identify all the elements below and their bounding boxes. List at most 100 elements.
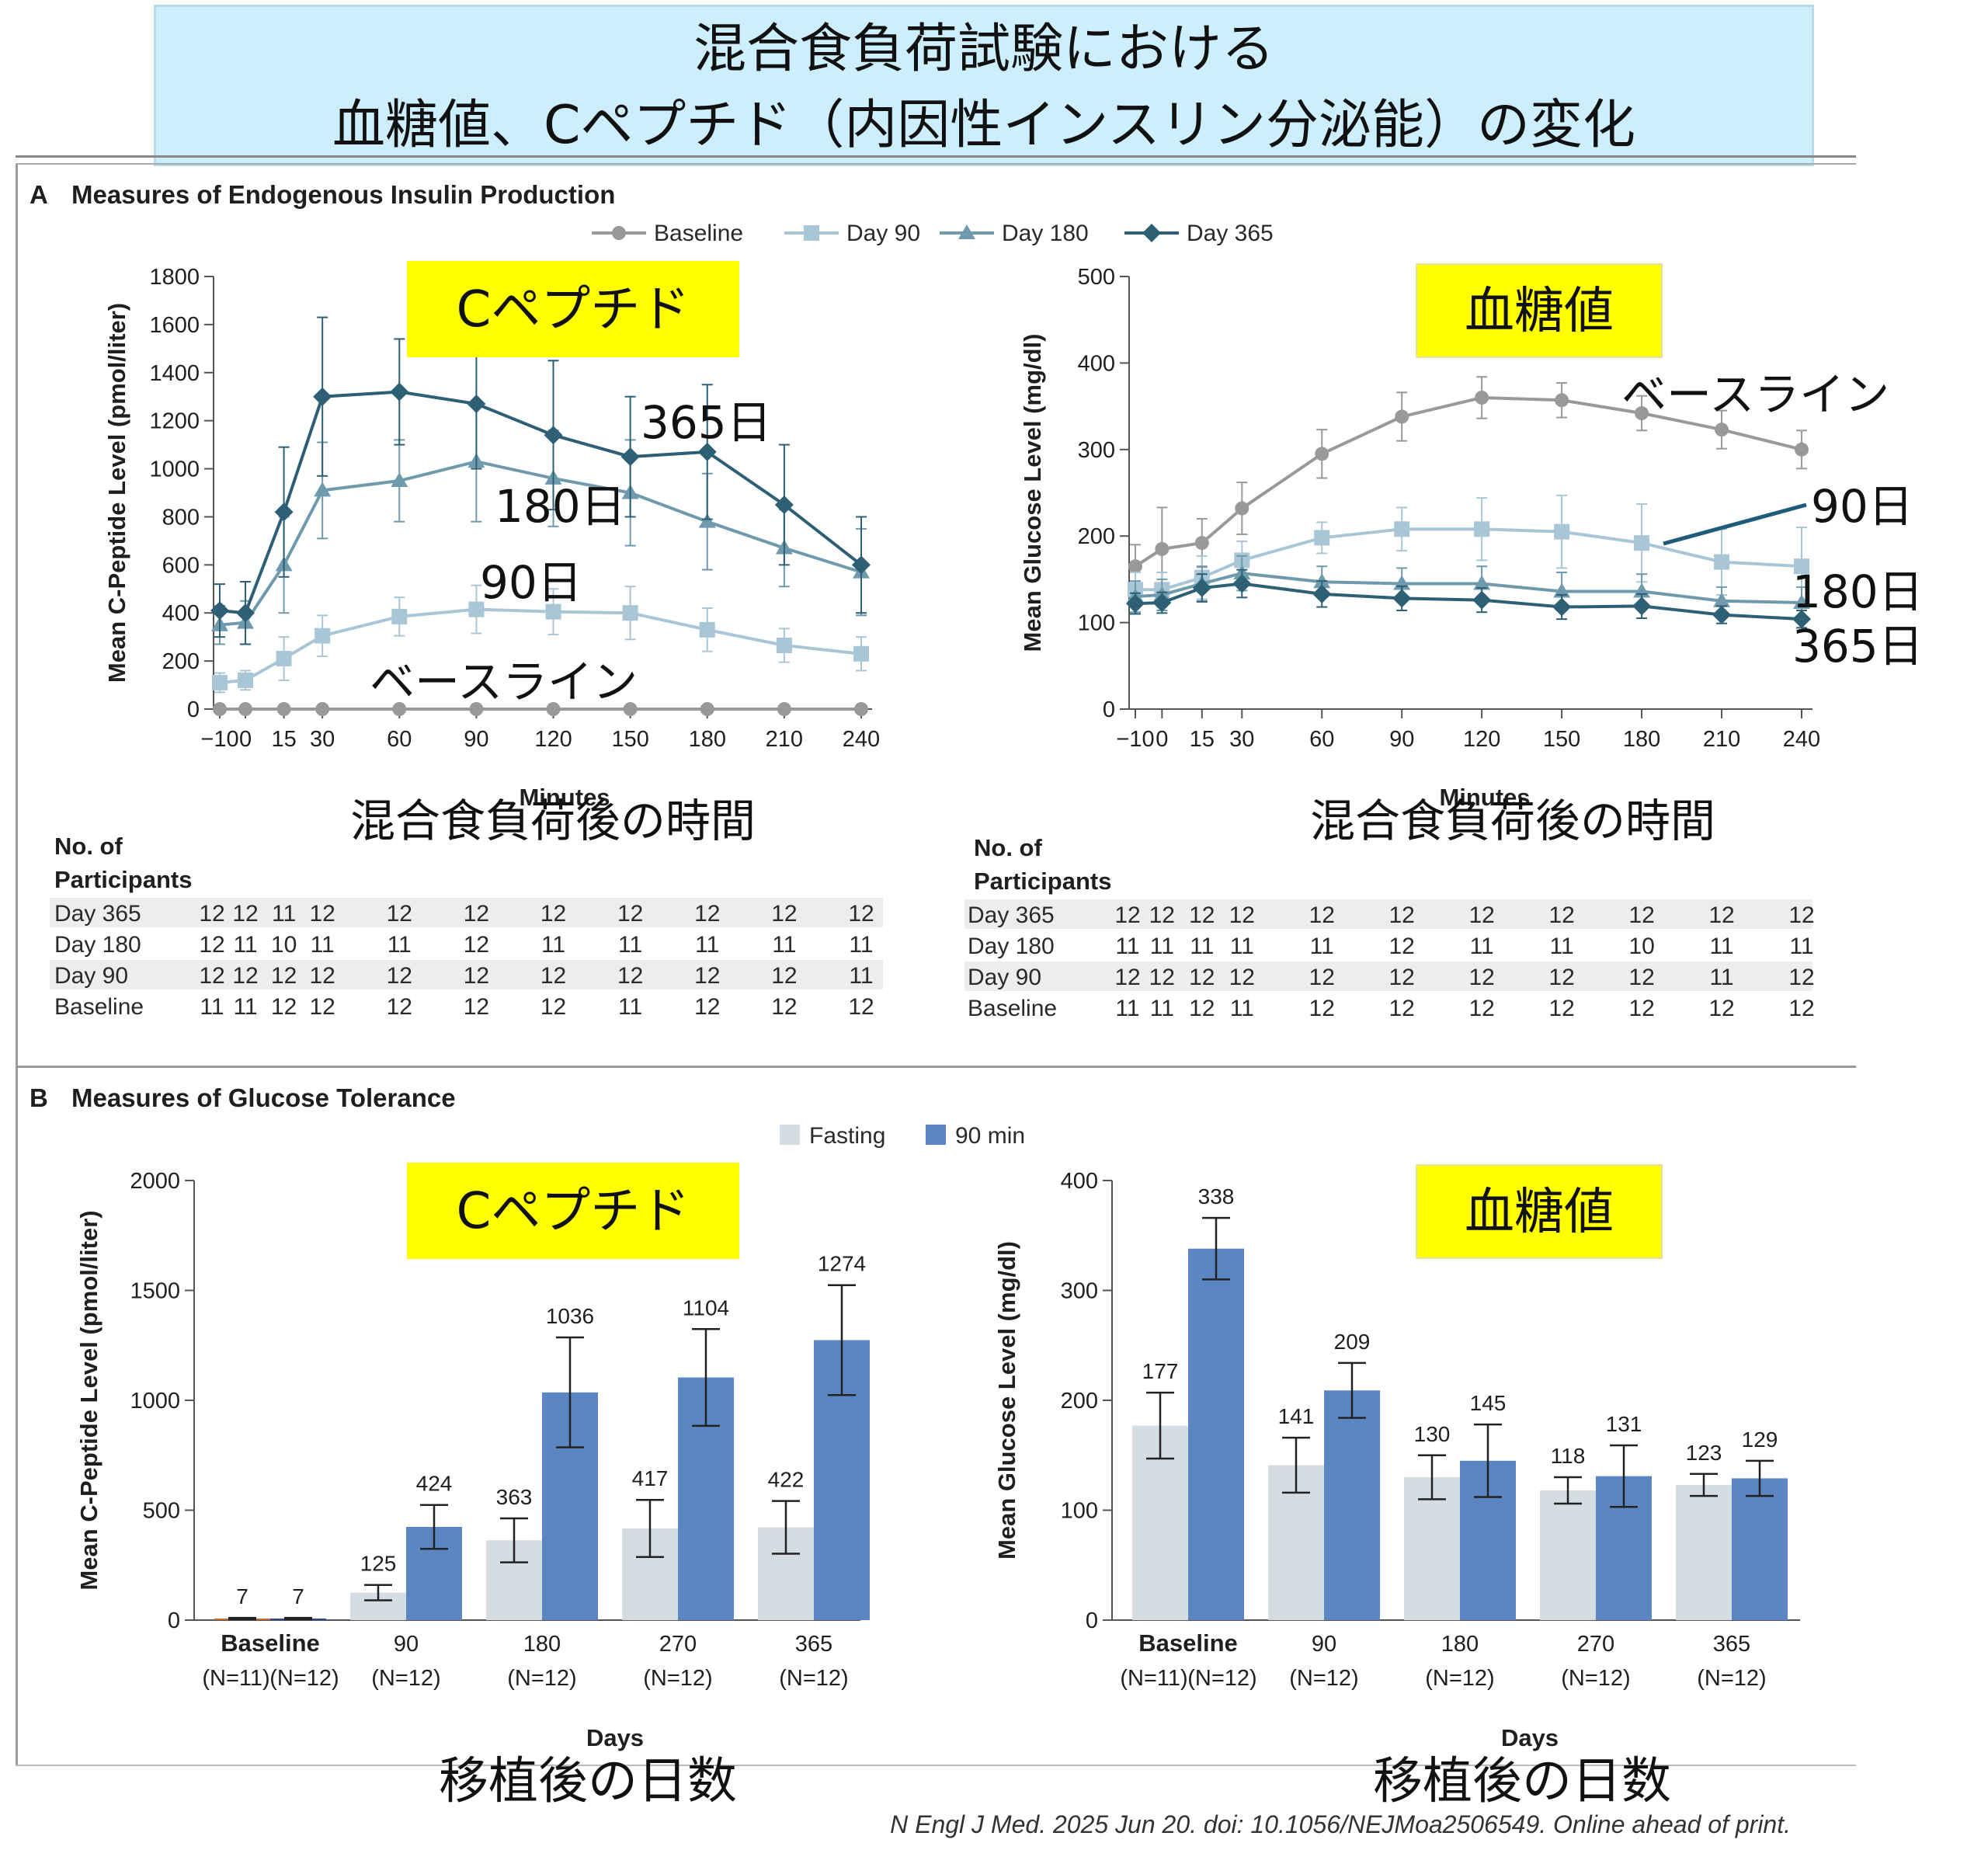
data-point	[467, 395, 486, 414]
data-point	[1473, 575, 1491, 590]
table-cell: 11	[1230, 996, 1254, 1021]
annot-a2-90: 90日	[1811, 480, 1913, 533]
chart-a1-xlabel: Minutes	[519, 784, 610, 811]
category-label: 90	[394, 1632, 419, 1657]
table-cell: 12	[1229, 902, 1255, 928]
table-cell: 12	[1189, 902, 1215, 928]
data-point	[276, 651, 292, 667]
table-a1-header-1: No. of	[54, 833, 123, 860]
banner-line-2: 血糖値、Cペプチド（内因性インスリン分泌能）の変化	[332, 95, 1636, 156]
gluc-line-ytick-label: 100	[1078, 611, 1115, 636]
annot-a1-180: 180日	[495, 480, 626, 533]
table-cell: 11	[1709, 934, 1733, 959]
table-cell: 12	[1468, 996, 1494, 1021]
table-row-bg	[964, 899, 1812, 929]
data-point	[276, 702, 291, 716]
table-cell: 12	[771, 901, 797, 927]
data-label: 118	[1551, 1444, 1586, 1468]
data-point	[699, 621, 715, 638]
data-point	[1128, 559, 1142, 574]
annot-a1-90: 90日	[480, 556, 582, 609]
table-a2-header-2: Participants	[974, 868, 1111, 895]
panel-a-letter: A	[30, 180, 48, 209]
legend-label: Day 90	[846, 221, 920, 246]
table-row-bg	[964, 962, 1812, 991]
data-point	[1555, 393, 1569, 408]
table-cell: 12	[309, 994, 335, 1020]
data-label: 1274	[818, 1252, 866, 1276]
data-point	[314, 482, 332, 497]
legend-label: Fasting	[809, 1123, 885, 1149]
cpep-line-xtick-label: 120	[534, 727, 572, 752]
glucose-line-chart: 0 100 200 300 400 500 −10 0 15 30 60 90 120 150 180 210…	[1019, 265, 1820, 752]
data-point	[1475, 390, 1489, 405]
table-row-label: Day 90	[54, 963, 128, 989]
data-point	[468, 601, 485, 617]
gluc-line-ytick-label: 500	[1078, 265, 1115, 290]
data-point	[1192, 579, 1211, 598]
cpep-bar-ylabel: Mean C-Peptide Level (pmol/liter)	[75, 1210, 103, 1590]
data-point	[1392, 589, 1412, 608]
gluc-line-xtick-label: 15	[1190, 727, 1215, 752]
table-cell: 12	[1548, 902, 1574, 928]
data-label: 177	[1142, 1359, 1179, 1383]
table-cell: 12	[694, 994, 720, 1020]
chart-a1-xlabel-jp: 混合食負荷後の時間	[350, 795, 756, 847]
data-point	[210, 601, 229, 621]
table-cell: 12	[848, 994, 874, 1020]
legend-swatch	[780, 1125, 800, 1145]
table-cell: 12	[387, 994, 412, 1020]
cpep-bar-ytick-label: 0	[168, 1608, 180, 1633]
category-n: (N=12)	[1697, 1666, 1766, 1691]
data-point	[238, 702, 253, 716]
cpep-line-xtick-label: 150	[611, 727, 648, 752]
table-cell: 12	[694, 963, 720, 989]
data-point	[1793, 593, 1810, 609]
table-cell: 12	[309, 901, 335, 927]
data-point	[315, 628, 331, 644]
participants-table-cpeptide: Day 365 12 12 11 12 12 12 12 12 12 12 12 Day 180 12 11…	[50, 898, 883, 1020]
data-point	[1794, 558, 1809, 575]
data-point	[238, 672, 254, 688]
table-cell: 12	[694, 901, 720, 927]
table-cell: 12	[1628, 902, 1654, 928]
callout-glucose-a: 血糖値	[1465, 283, 1614, 340]
callout-glucose-b: 血糖値	[1465, 1184, 1614, 1241]
data-point	[469, 702, 484, 716]
category-label: 270	[659, 1632, 697, 1657]
data-point	[1232, 574, 1252, 593]
cpep-line-ytick-label: 1800	[149, 265, 200, 290]
table-cell: 12	[1788, 996, 1814, 1021]
table-row-label: Day 180	[54, 932, 141, 958]
data-label: 129	[1742, 1427, 1778, 1452]
data-point	[1474, 521, 1490, 537]
table-row-label: Day 365	[968, 902, 1055, 928]
table-cell: 12	[1708, 902, 1734, 928]
data-point	[1552, 597, 1572, 617]
category-n: (N=12)	[643, 1666, 712, 1691]
gluc-line-xtick-label: −10	[1116, 727, 1154, 752]
cpep-line-xtick-label: 90	[464, 727, 488, 752]
table-cell: 11	[1310, 934, 1334, 959]
callout-glucose-b-box	[1416, 1164, 1663, 1259]
legend-marker	[1142, 224, 1161, 242]
data-label: 417	[632, 1466, 669, 1490]
chart-b2-xlabel: Days	[1501, 1724, 1559, 1751]
table-cell: 12	[464, 963, 489, 989]
data-point	[697, 442, 717, 461]
data-point	[313, 387, 332, 406]
callout-glucose-a-box	[1416, 263, 1663, 358]
table-cell: 12	[1114, 902, 1140, 928]
cpep-line-series-baseline	[213, 702, 868, 716]
table-cell: 12	[1229, 965, 1255, 990]
table-row-bg	[50, 898, 883, 927]
gluc-bar-ytick-label: 0	[1086, 1608, 1098, 1633]
table-cell: 11	[1550, 934, 1574, 959]
citation: N Engl J Med. 2025 Jun 20. doi: 10.1056/…	[890, 1810, 1791, 1838]
table-cell: 12	[540, 994, 566, 1020]
gluc-line-xtick-label: 180	[1623, 727, 1660, 752]
cpep-line-xtick-label: 210	[766, 727, 803, 752]
data-label: 1104	[683, 1295, 729, 1320]
annot-a2-180: 180日	[1792, 565, 1924, 618]
table-cell: 11	[1150, 996, 1174, 1021]
